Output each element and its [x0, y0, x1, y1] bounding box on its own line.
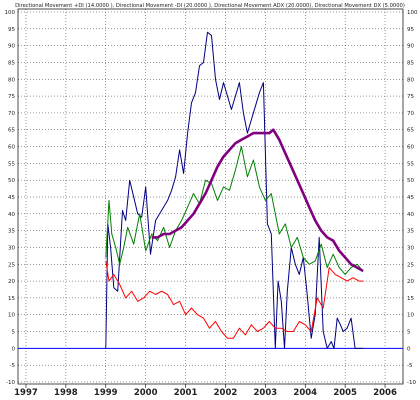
x-tick-label: 2004 [293, 388, 317, 398]
y-tick-label-left: 20 [8, 279, 15, 285]
series-line-3 [105, 260, 364, 339]
plot-frame [17, 8, 404, 385]
series-line-1 [105, 31, 364, 349]
y-tick-label-left: 40 [8, 212, 15, 218]
y-tick-label-right: 70 [407, 111, 414, 117]
y-tick-label-left: 60 [8, 145, 15, 151]
y-tick-label-right: 75 [407, 94, 414, 100]
series-line-2 [105, 146, 364, 275]
y-tick-label-right: 100 [407, 10, 418, 16]
y-tick-label-left: 30 [8, 245, 15, 251]
x-tick-label: 2006 [373, 388, 397, 398]
y-tick-label-right: 60 [407, 145, 414, 151]
y-tick-label-right: 45 [407, 195, 414, 201]
y-tick-label-right: -5 [407, 363, 413, 369]
y-tick-label-left: 45 [8, 195, 15, 201]
y-tick-label-left: 15 [8, 296, 15, 302]
y-tick-label-left: 50 [8, 178, 15, 184]
y-axis-right: 1009590858075706560555045403530252015105… [407, 10, 418, 386]
y-tick-label-left: 75 [8, 94, 15, 100]
y-tick-label-right: 55 [407, 161, 414, 167]
x-tick-label: 2001 [174, 388, 198, 398]
y-tick-label-left: -5 [10, 363, 16, 369]
y-tick-label-left: 5 [12, 330, 16, 336]
y-tick-label-right: 0 [407, 346, 411, 352]
y-tick-label-left: 0 [12, 346, 16, 352]
y-tick-label-left: 65 [8, 128, 15, 134]
x-tick-label: 2003 [254, 388, 278, 398]
y-tick-label-right: 50 [407, 178, 414, 184]
y-tick-label-left: 70 [8, 111, 15, 117]
y-tick-label-right: 10 [407, 313, 414, 319]
y-tick-label-right: 40 [407, 212, 414, 218]
y-tick-label-right: 90 [407, 44, 414, 50]
series-line-4 [151, 128, 364, 273]
y-tick-label-left: 25 [8, 262, 15, 268]
x-tick-label: 2000 [134, 388, 158, 398]
y-tick-label-right: 80 [407, 77, 414, 83]
y-tick-label-left: 90 [8, 44, 15, 50]
y-tick-label-right: 30 [407, 245, 414, 251]
y-tick-label-left: 10 [8, 313, 15, 319]
x-tick-label: 1997 [14, 388, 38, 398]
y-tick-label-right: 95 [407, 27, 414, 33]
y-tick-label-left: 80 [8, 77, 15, 83]
y-tick-label-right: 25 [407, 262, 414, 268]
x-axis: 1997 1998 1999 2000 2001 2002 2003 2004 2005 2006 [14, 384, 397, 398]
x-tick-label: 2005 [333, 388, 357, 398]
y-tick-label-left: 100 [5, 10, 16, 16]
y-axis-left: 1009590858075706560555045403530252015105… [5, 10, 16, 386]
y-tick-label-left: -10 [6, 380, 15, 386]
x-tick-label: 1999 [94, 388, 118, 398]
chart-title: Directional Movement +DI (14.0000 ), Dir… [15, 3, 405, 9]
y-tick-label-right: 35 [407, 229, 414, 235]
y-tick-label-left: 35 [8, 229, 15, 235]
y-tick-label-left: 95 [8, 27, 15, 33]
series-lines [105, 31, 364, 349]
y-tick-label-right: 15 [407, 296, 414, 302]
y-tick-label-left: 55 [8, 161, 15, 167]
y-tick-label-right: 85 [407, 60, 414, 66]
y-tick-label-right: 65 [407, 128, 414, 134]
y-tick-label-right: 20 [407, 279, 414, 285]
y-tick-label-right: 5 [407, 330, 411, 336]
x-tick-label: 2002 [214, 388, 238, 398]
y-tick-label-right: -10 [407, 380, 416, 386]
y-tick-label-left: 85 [8, 60, 15, 66]
x-tick-label: 1998 [54, 388, 78, 398]
